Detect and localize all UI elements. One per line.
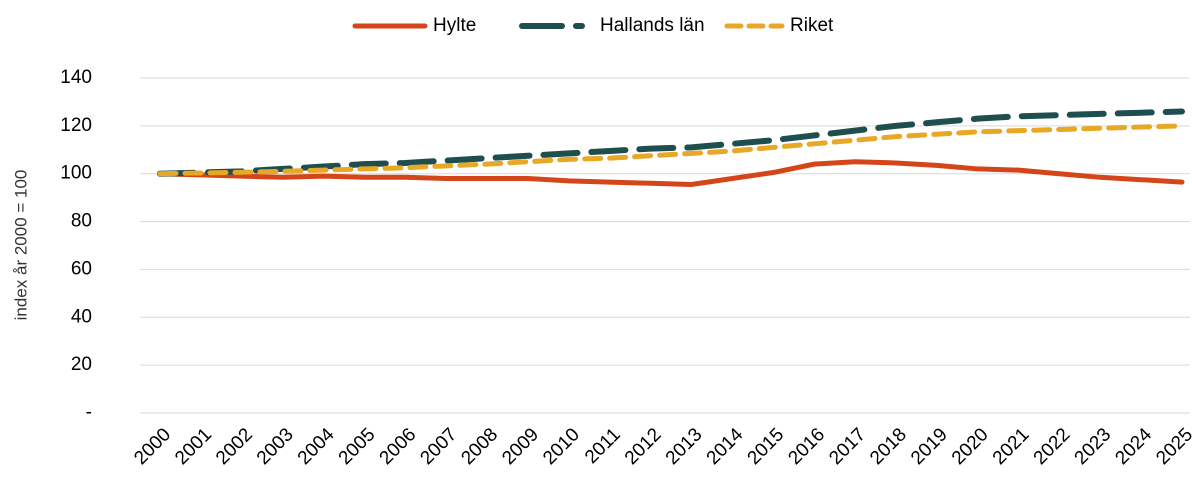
- x-tick-label: 2008: [457, 424, 502, 469]
- x-tick-label: 2007: [416, 424, 461, 469]
- x-tick-label: 2001: [171, 424, 216, 469]
- y-tick-label: 120: [60, 115, 92, 136]
- x-tick-label: 2024: [1111, 424, 1156, 469]
- x-tick-label: 2022: [1030, 424, 1075, 469]
- x-tick-label: 2021: [989, 424, 1034, 469]
- y-tick-label: 20: [71, 354, 92, 375]
- x-tick-label: 2017: [825, 424, 870, 469]
- x-tick-label: 2002: [212, 424, 257, 469]
- x-tick-label: 2011: [581, 424, 625, 468]
- x-tick-label: 2018: [866, 424, 911, 469]
- x-tick-label: 2012: [621, 424, 666, 469]
- x-tick-label: 2015: [744, 424, 789, 469]
- x-tick-label: 2005: [335, 424, 380, 469]
- y-tick-label: 80: [71, 211, 92, 232]
- x-tick-label: 2020: [948, 424, 993, 469]
- x-tick-label: 2025: [1152, 424, 1192, 469]
- x-tick-label: 2009: [498, 424, 543, 469]
- y-tick-label: 40: [71, 306, 92, 327]
- x-tick-label: 2013: [662, 424, 707, 469]
- x-tick-label: 2000: [130, 424, 175, 469]
- series-line: [157, 108, 1185, 177]
- y-tick-label: 140: [60, 67, 92, 88]
- x-tick-label: 2014: [703, 424, 748, 469]
- x-tick-label: 2016: [784, 424, 829, 469]
- x-tick-label: 2003: [253, 424, 298, 469]
- y-tick-label: -: [86, 402, 92, 423]
- x-tick-label: 2006: [376, 424, 421, 469]
- legend-label: Riket: [790, 15, 834, 36]
- y-tick-label: 60: [71, 258, 92, 279]
- x-tick-label: 2023: [1071, 424, 1116, 469]
- series-line: [157, 123, 1185, 177]
- x-tick-label: 2004: [294, 424, 339, 469]
- series-line: [157, 159, 1185, 187]
- x-tick-label: 2010: [539, 424, 584, 469]
- y-tick-label: 100: [60, 163, 92, 184]
- legend-label: Hallands län: [600, 15, 705, 36]
- legend-label: Hylte: [433, 15, 476, 36]
- x-tick-label: 2019: [907, 424, 952, 469]
- y-axis-label: index år 2000 = 100: [11, 170, 30, 321]
